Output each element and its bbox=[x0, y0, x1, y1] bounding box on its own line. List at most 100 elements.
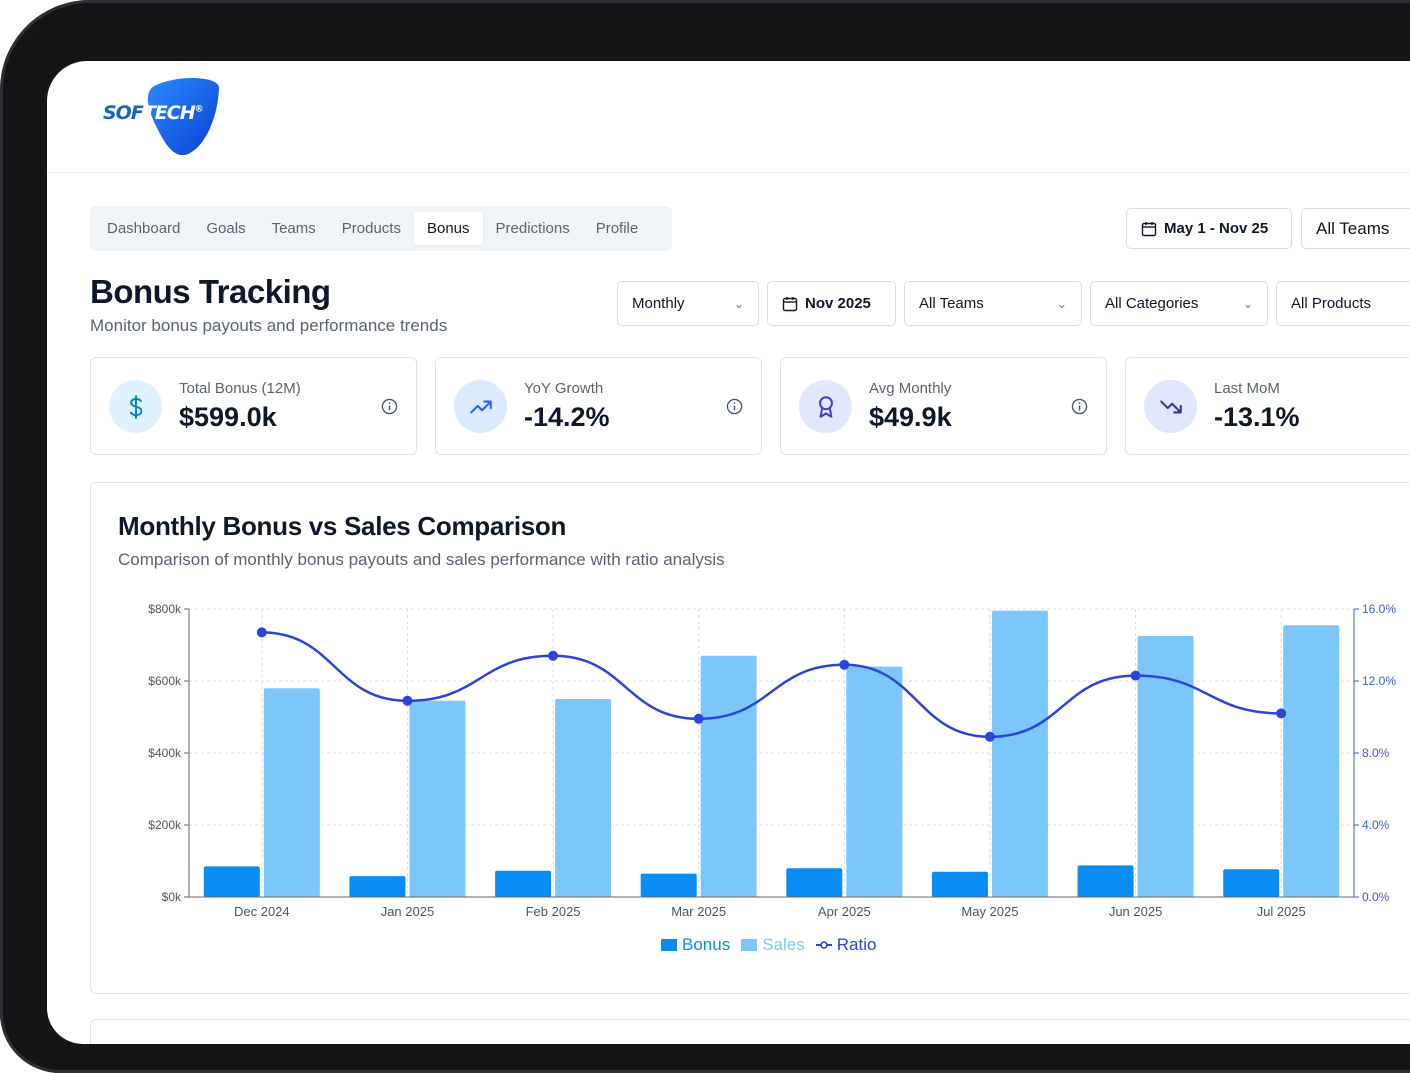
tab-bonus[interactable]: Bonus bbox=[413, 212, 483, 245]
legend-sales-label: Sales bbox=[762, 935, 805, 954]
chevron-down-icon: ⌄ bbox=[733, 296, 744, 311]
ratio-point bbox=[1130, 670, 1141, 681]
info-icon[interactable] bbox=[726, 398, 743, 415]
dollar-icon-badge bbox=[109, 380, 162, 433]
ratio-point bbox=[548, 650, 559, 661]
tab-predictions[interactable]: Predictions bbox=[495, 220, 570, 237]
kpi-card-avg-monthly: Avg Monthly $49.9k bbox=[780, 357, 1107, 455]
period-label: Monthly bbox=[632, 295, 685, 312]
top-bar: SOFTECH® bbox=[47, 61, 1410, 173]
legend-sales[interactable]: Sales bbox=[741, 935, 805, 955]
kpi-label: Total Bonus (12M) bbox=[179, 380, 301, 397]
tab-goals[interactable]: Goals bbox=[206, 220, 246, 237]
sales-bar bbox=[991, 610, 1048, 897]
date-range-button[interactable]: May 1 - Nov 25 bbox=[1126, 208, 1292, 249]
tab-products[interactable]: Products bbox=[341, 220, 401, 237]
logo-text-soft: SOF bbox=[103, 102, 144, 124]
info-icon[interactable] bbox=[381, 398, 398, 415]
bonus-bar bbox=[931, 871, 988, 897]
y-left-tick-label: $400k bbox=[148, 746, 182, 760]
chart-title: Monthly Bonus vs Sales Comparison bbox=[118, 511, 567, 541]
products-label: All Products bbox=[1291, 295, 1372, 312]
softech-logo[interactable]: SOFTECH® bbox=[102, 76, 222, 156]
kpi-card-total-bonus: Total Bonus (12M) $599.0k bbox=[90, 357, 417, 455]
bonus-bar bbox=[1223, 869, 1280, 897]
chart-subtitle: Comparison of monthly bonus payouts and … bbox=[118, 550, 725, 569]
bonus-bar bbox=[1077, 865, 1134, 897]
chevron-down-icon: ⌄ bbox=[1242, 296, 1253, 311]
categories-label: All Categories bbox=[1105, 295, 1199, 312]
x-tick-label: May 2025 bbox=[961, 904, 1018, 919]
sales-bar bbox=[263, 688, 320, 897]
sales-bar bbox=[1137, 636, 1194, 897]
teams-label: All Teams bbox=[919, 295, 984, 312]
month-picker[interactable]: Nov 2025 bbox=[767, 281, 896, 326]
trending-down-icon-badge bbox=[1144, 380, 1197, 433]
products-select[interactable]: All Products bbox=[1276, 281, 1410, 326]
kpi-value: -14.2% bbox=[524, 402, 610, 432]
chart-legend: Bonus Sales Ratio bbox=[91, 935, 1410, 955]
logo-text-tech: TECH bbox=[142, 102, 196, 124]
page-subtitle: Monitor bonus payouts and performance tr… bbox=[90, 316, 448, 335]
registered-mark: ® bbox=[194, 104, 204, 115]
legend-bonus[interactable]: Bonus bbox=[661, 935, 730, 955]
bonus-bar bbox=[349, 876, 406, 897]
y-left-tick-label: $600k bbox=[148, 674, 182, 688]
legend-bonus-label: Bonus bbox=[682, 935, 731, 954]
award-icon-badge bbox=[799, 380, 852, 433]
ratio-point bbox=[402, 695, 413, 706]
x-tick-label: Jan 2025 bbox=[381, 904, 435, 919]
teams-select[interactable]: All Teams ⌄ bbox=[904, 281, 1082, 326]
x-tick-label: Dec 2024 bbox=[234, 904, 290, 919]
x-tick-label: Jul 2025 bbox=[1257, 904, 1306, 919]
period-select[interactable]: Monthly ⌄ bbox=[617, 281, 759, 326]
tab-teams[interactable]: Teams bbox=[271, 220, 316, 237]
y-right-tick-label: 16.0% bbox=[1362, 602, 1396, 616]
top-teams-select[interactable]: All Teams bbox=[1301, 208, 1410, 249]
trending-down-icon bbox=[1159, 400, 1182, 413]
y-right-tick-label: 8.0% bbox=[1362, 746, 1390, 760]
kpi-label: YoY Growth bbox=[524, 380, 604, 397]
bonus-bar bbox=[495, 870, 552, 897]
chart-panel: Monthly Bonus vs Sales Comparison Compar… bbox=[90, 482, 1410, 994]
ratio-point bbox=[256, 627, 267, 638]
trending-up-icon-badge bbox=[454, 380, 507, 433]
kpi-label: Last MoM bbox=[1214, 380, 1280, 397]
y-right-tick-label: 0.0% bbox=[1362, 890, 1390, 904]
y-left-tick-label: $0k bbox=[162, 890, 182, 904]
sales-bar bbox=[846, 666, 903, 897]
x-tick-label: Mar 2025 bbox=[671, 904, 726, 919]
kpi-label: Avg Monthly bbox=[869, 380, 952, 397]
kpi-value: $599.0k bbox=[179, 402, 277, 432]
date-range-label: May 1 - Nov 25 bbox=[1164, 220, 1269, 237]
page-title: Bonus Tracking bbox=[90, 273, 331, 310]
calendar-icon bbox=[1141, 221, 1157, 236]
ratio-line bbox=[261, 631, 1282, 739]
sales-bar bbox=[1283, 625, 1340, 897]
kpi-value: $49.9k bbox=[869, 402, 952, 432]
bonus-bar bbox=[640, 873, 697, 897]
ratio-point bbox=[984, 731, 995, 742]
x-tick-label: Jun 2025 bbox=[1109, 904, 1163, 919]
ratio-point bbox=[1276, 708, 1287, 719]
ratio-point bbox=[693, 713, 704, 724]
tab-dashboard[interactable]: Dashboard bbox=[107, 220, 181, 237]
secondary-panel bbox=[90, 1019, 1410, 1044]
trending-up-icon bbox=[469, 400, 492, 413]
dollar-icon bbox=[129, 394, 142, 419]
award-icon bbox=[818, 395, 833, 418]
info-icon[interactable] bbox=[1071, 398, 1088, 415]
nav-tabs: Dashboard Goals Teams Products Bonus Pre… bbox=[90, 206, 672, 251]
sales-bar bbox=[555, 699, 612, 897]
kpi-value: -13.1% bbox=[1214, 402, 1300, 432]
x-tick-label: Apr 2025 bbox=[818, 904, 871, 919]
tab-profile[interactable]: Profile bbox=[595, 220, 639, 237]
bonus-bar bbox=[786, 868, 843, 897]
categories-select[interactable]: All Categories ⌄ bbox=[1090, 281, 1268, 326]
ratio-line-icon bbox=[815, 941, 832, 949]
legend-ratio-label: Ratio bbox=[836, 935, 877, 954]
y-left-tick-label: $200k bbox=[148, 818, 182, 832]
legend-ratio[interactable]: Ratio bbox=[815, 935, 877, 955]
y-left-tick-label: $800k bbox=[148, 602, 182, 616]
sales-bar bbox=[409, 700, 466, 897]
